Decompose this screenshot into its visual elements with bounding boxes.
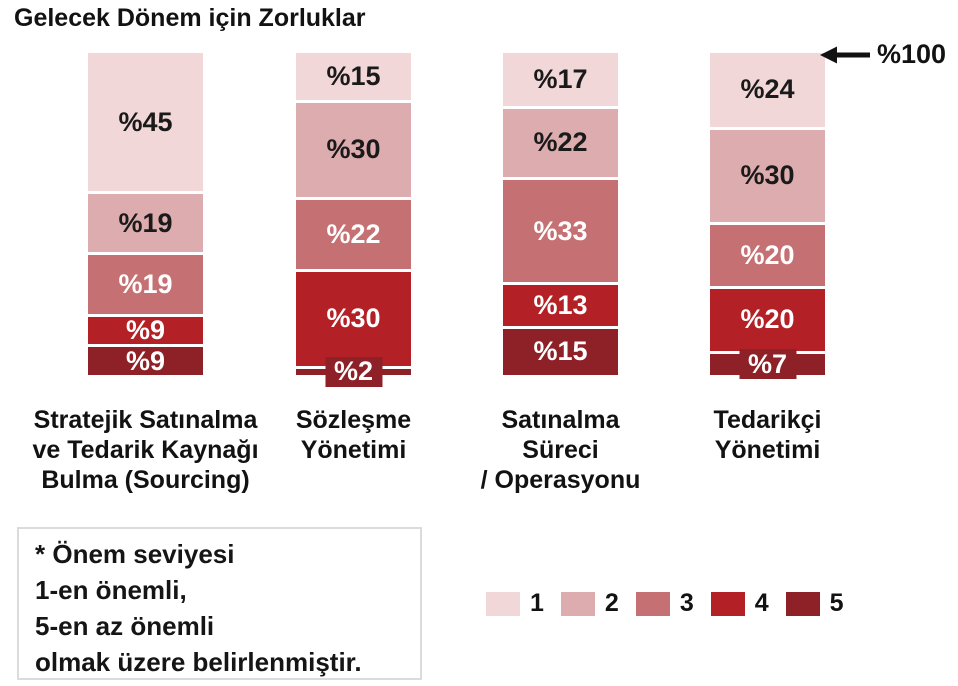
legend-item-3: 3 xyxy=(635,589,694,618)
max-annotation-label: %100 xyxy=(877,39,947,69)
bar1-segment-level1: %45 xyxy=(88,53,203,192)
segment-value-label: %20 xyxy=(740,239,795,270)
segment-value-label: %24 xyxy=(740,74,795,105)
bar3-segment-level4: %13 xyxy=(503,282,618,326)
segment-value-label: %30 xyxy=(740,160,795,191)
chart-title: Gelecek Dönem için Zorluklar xyxy=(14,4,366,32)
segment-value-label: %45 xyxy=(118,106,173,137)
bar1-segment-level3: %19 xyxy=(88,252,203,314)
bar1-segment-level2: %19 xyxy=(88,191,203,253)
bar2-segment-level2: %30 xyxy=(296,99,411,197)
legend-item-4: 4 xyxy=(710,589,769,618)
legend-item-2: 2 xyxy=(560,589,619,618)
legend-item-1: 1 xyxy=(486,589,544,618)
legend: 1 2 3 4 5 xyxy=(486,589,844,618)
category-label-3: Satınalma Süreci / Operasyonu xyxy=(480,406,641,494)
stacked-bar-3: %17 %22 %33 %13 %15 xyxy=(503,53,618,375)
segment-value-label: %19 xyxy=(118,207,173,238)
segment-value-label: %17 xyxy=(533,63,588,94)
segment-value-label: %2 xyxy=(324,356,383,387)
legend-label: 3 xyxy=(679,589,694,617)
stacked-bar-1: %45 %19 %19 %9 %9 xyxy=(88,53,203,375)
bar1-segment-level4: %9 xyxy=(88,313,203,346)
bar2-segment-level5: %2 xyxy=(296,356,411,387)
legend-label: 5 xyxy=(829,589,844,617)
segment-value-label: %20 xyxy=(740,304,795,335)
bar3-segment-level1: %17 xyxy=(503,53,618,106)
bar3-segment-level2: %22 xyxy=(503,105,618,177)
bar4-segment-level2: %30 xyxy=(710,126,825,222)
bar3-segment-level3: %33 xyxy=(503,176,618,283)
legend-swatch xyxy=(785,591,820,616)
segment-value-label: %13 xyxy=(533,289,588,320)
segment-value-label: %33 xyxy=(533,215,588,246)
category-label-4: Tedarikçi Yönetimi xyxy=(713,406,822,464)
category-label-1: Stratejik Satınalma ve Tedarik Kaynağı B… xyxy=(32,406,259,494)
bar4-segment-level4: %20 xyxy=(710,286,825,351)
segment-value-label: %9 xyxy=(125,345,166,376)
segment-value-label: %7 xyxy=(738,349,797,380)
segment-value-label: %19 xyxy=(118,269,173,300)
legend-swatch xyxy=(486,591,520,616)
bar1-segment-level5: %9 xyxy=(88,344,203,375)
bar4-segment-level1: %24 xyxy=(710,53,825,127)
segment-value-label: %15 xyxy=(326,60,381,91)
bar2-segment-level4: %30 xyxy=(296,268,411,366)
note-box: * Önem seviyesi 1-en önemli, 5-en az öne… xyxy=(17,527,422,680)
legend-swatch xyxy=(710,591,745,616)
bar3-segment-level5: %15 xyxy=(503,325,618,375)
max-annotation: %100 xyxy=(820,39,946,70)
legend-item-5: 5 xyxy=(785,589,844,618)
legend-swatch xyxy=(560,591,595,616)
segment-value-label: %30 xyxy=(326,134,381,165)
stacked-bar-4: %24 %30 %20 %20 %7 xyxy=(710,53,825,380)
stacked-bar-2: %15 %30 %22 %30 %2 xyxy=(296,53,411,387)
segment-value-label: %15 xyxy=(533,336,588,367)
segment-value-label: %22 xyxy=(326,218,381,249)
segment-value-label: %22 xyxy=(533,127,588,158)
left-arrow-icon xyxy=(820,46,870,63)
segment-value-label: %9 xyxy=(125,315,166,346)
bar2-segment-level3: %22 xyxy=(296,196,411,269)
bar4-segment-level5: %7 xyxy=(710,349,825,380)
legend-swatch xyxy=(635,591,670,616)
legend-label: 2 xyxy=(604,589,619,617)
bar4-segment-level3: %20 xyxy=(710,221,825,287)
segment-value-label: %30 xyxy=(326,303,381,334)
category-label-2: Sözleşme Yönetimi xyxy=(295,406,412,464)
bar2-segment-level1: %15 xyxy=(296,53,411,100)
legend-label: 4 xyxy=(754,589,769,617)
legend-label: 1 xyxy=(530,589,544,617)
